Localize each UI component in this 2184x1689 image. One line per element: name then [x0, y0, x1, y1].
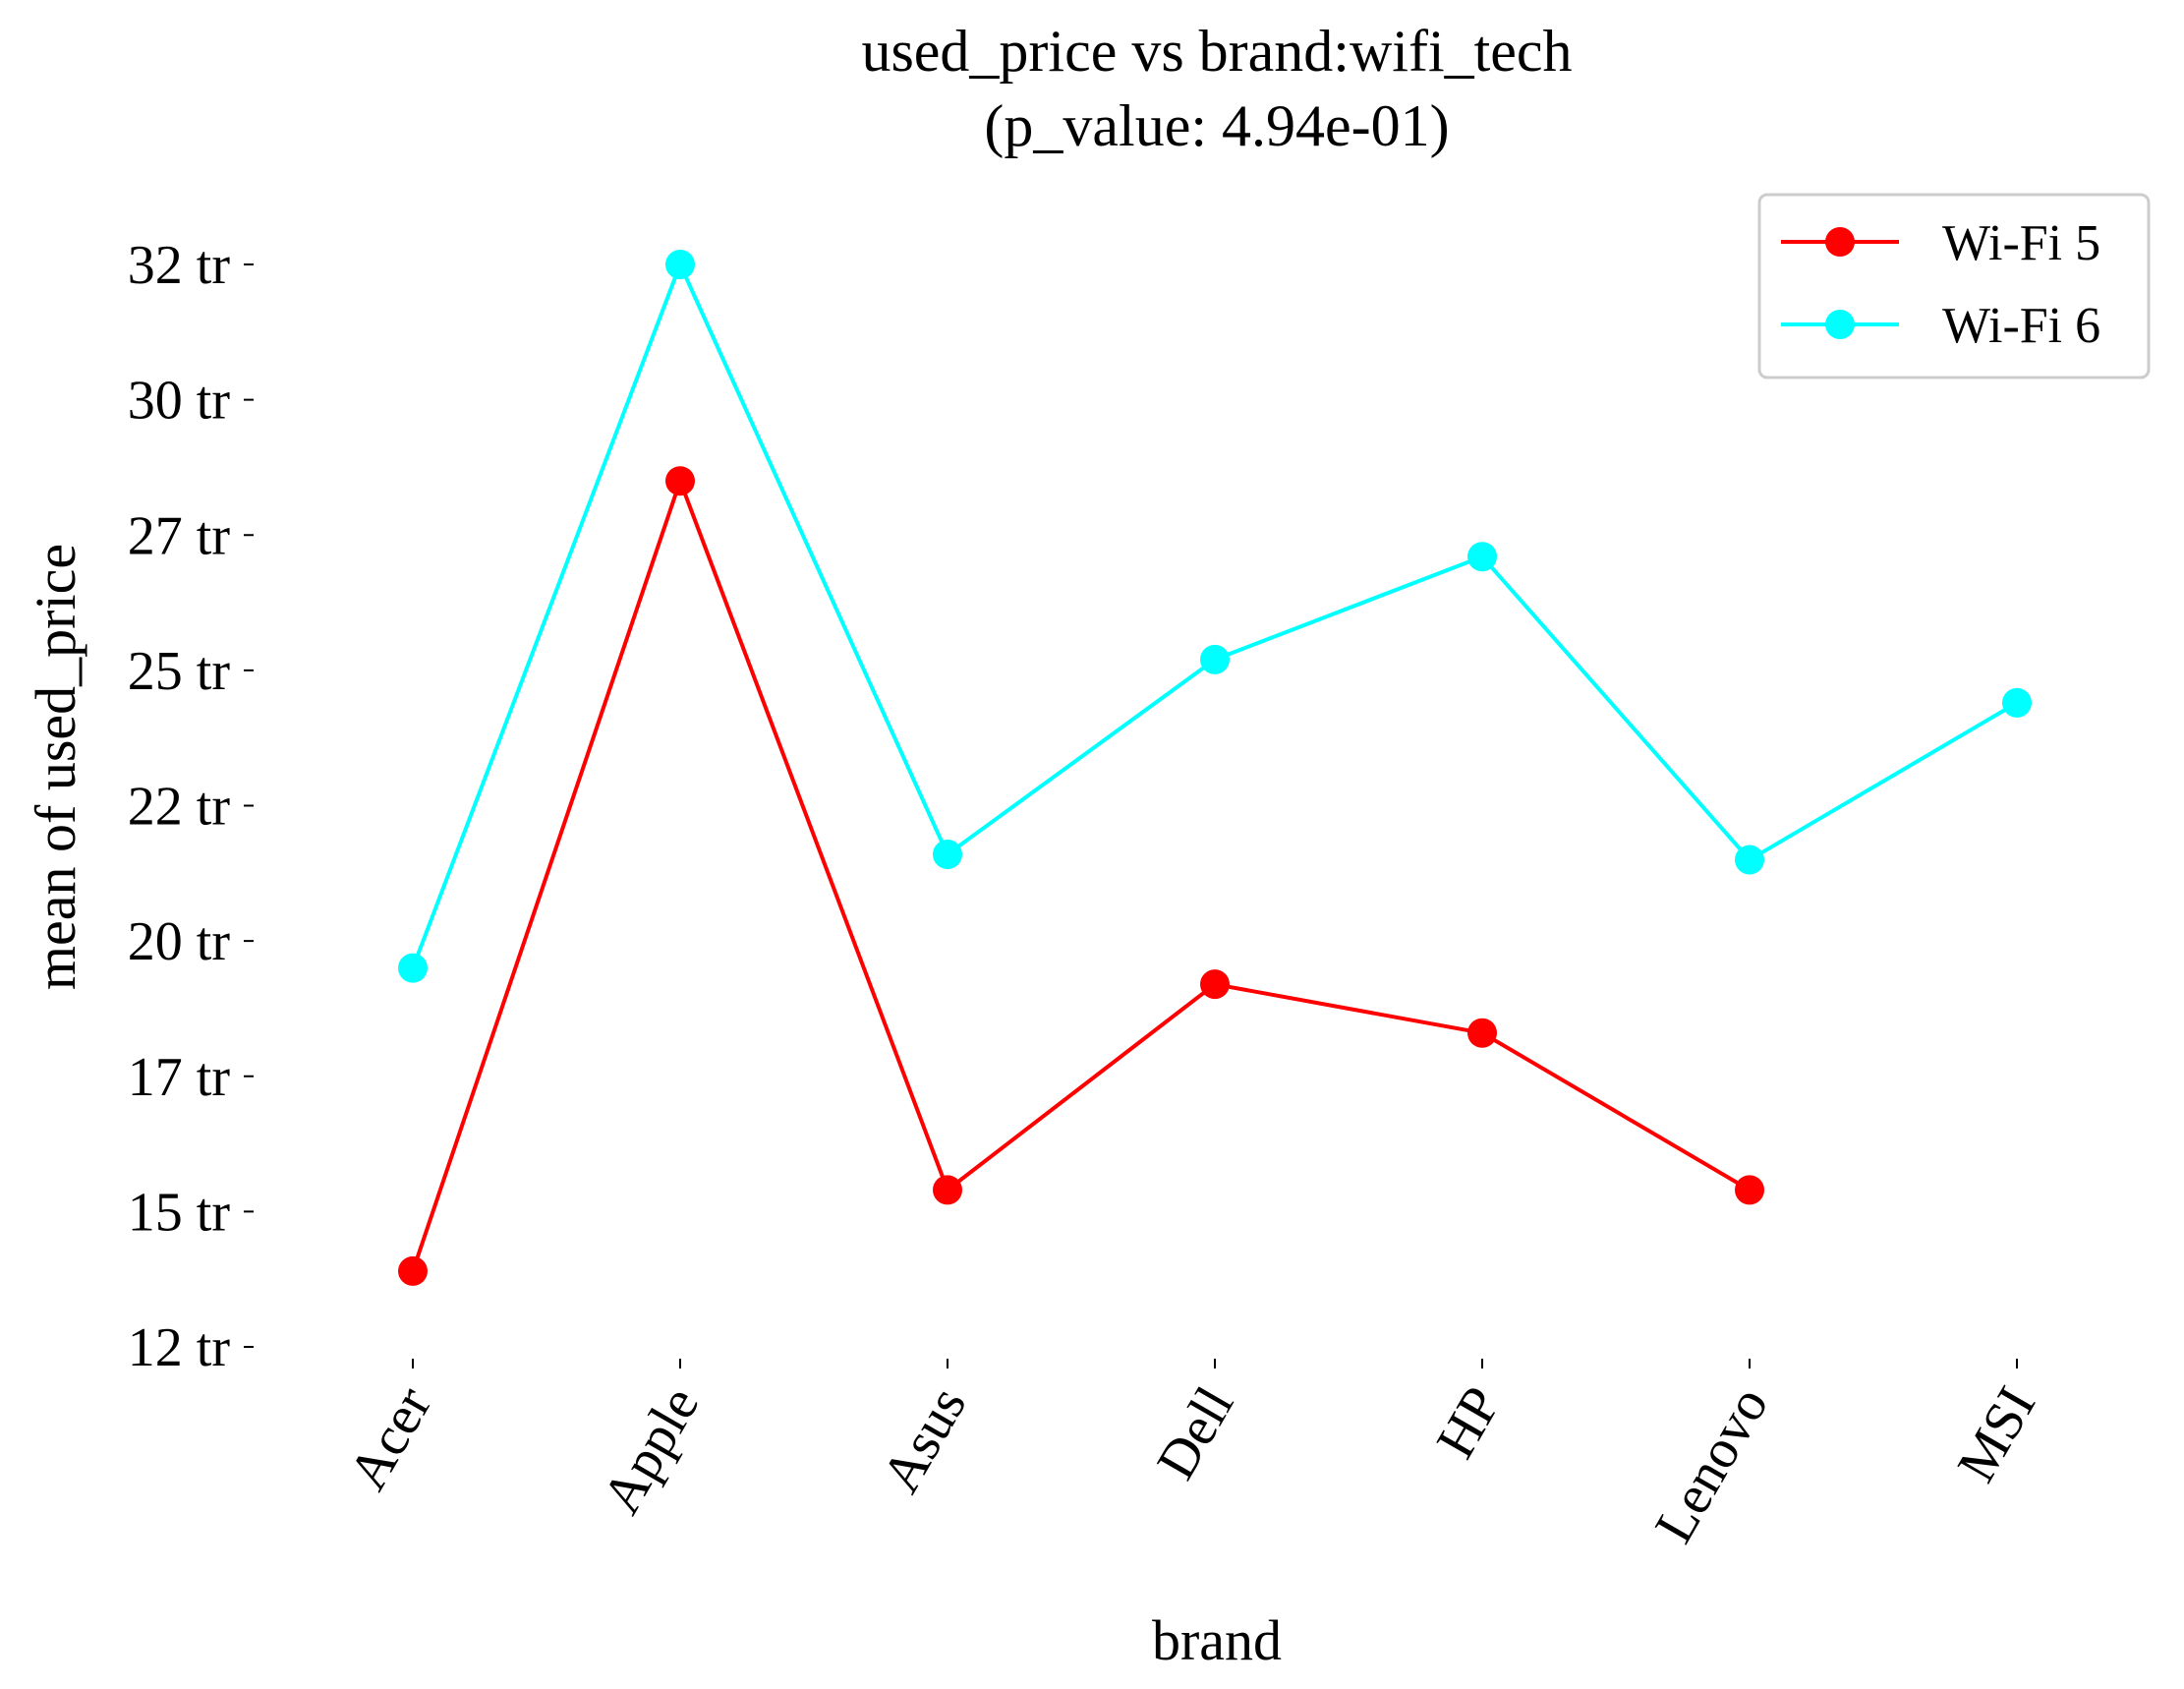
y-axis: 12 tr 15 tr 17 tr 20 tr 22 tr 25 tr 27 tr 30 tr… — [128, 235, 254, 1378]
data-point — [933, 1175, 962, 1205]
x-axis: Acer Apple Asus Dell HP Lenovo MSI — [337, 1359, 2047, 1553]
x-tick-label: Asus — [871, 1377, 979, 1503]
x-tick-label: Dell — [1145, 1377, 1245, 1490]
y-tick-label: 32 tr — [128, 235, 231, 296]
data-point — [1467, 542, 1497, 572]
data-point — [665, 466, 695, 496]
series-1 — [398, 466, 1764, 1286]
legend: Wi-Fi 5 Wi-Fi 6 — [1757, 193, 2151, 379]
series-line — [411, 479, 1752, 1272]
y-tick-label: 30 tr — [128, 371, 231, 432]
data-point — [398, 953, 428, 983]
x-tick-label: Lenovo — [1643, 1377, 1780, 1553]
data-point — [1735, 1175, 1764, 1205]
data-point — [665, 250, 695, 279]
data-point — [1200, 644, 1230, 674]
x-axis-label: brand — [1152, 1608, 1282, 1672]
data-point — [398, 1255, 428, 1286]
data-point — [1467, 1018, 1497, 1048]
chart-title: used_price vs brand:wifi_tech — [861, 19, 1572, 84]
x-tick-label: Acer — [337, 1376, 443, 1500]
y-tick-label: 25 tr — [128, 641, 231, 702]
y-tick-label: 15 tr — [128, 1182, 231, 1243]
y-axis-label: mean of used_price — [24, 544, 87, 990]
plot-area — [398, 250, 2032, 1286]
legend-label: Wi-Fi 6 — [1942, 298, 2100, 354]
x-tick-label: HP — [1425, 1377, 1513, 1469]
x-tick-label: MSI — [1946, 1377, 2047, 1492]
y-tick-label: 17 tr — [128, 1047, 231, 1108]
y-tick-label: 20 tr — [128, 911, 231, 972]
x-tick-label: Apple — [591, 1377, 711, 1525]
data-point — [2002, 687, 2032, 718]
data-point — [933, 840, 962, 870]
y-tick-label: 22 tr — [128, 777, 231, 838]
y-tick-label: 27 tr — [128, 505, 231, 566]
legend-marker — [1825, 227, 1855, 257]
data-point — [1200, 969, 1230, 1000]
chart-subtitle: (p_value: 4.94e-01) — [984, 93, 1449, 158]
legend-label: Wi-Fi 5 — [1942, 215, 2100, 271]
data-point — [1735, 844, 1764, 875]
legend-marker — [1825, 310, 1855, 339]
series-2 — [398, 250, 2032, 983]
y-tick-label: 12 tr — [128, 1317, 231, 1378]
